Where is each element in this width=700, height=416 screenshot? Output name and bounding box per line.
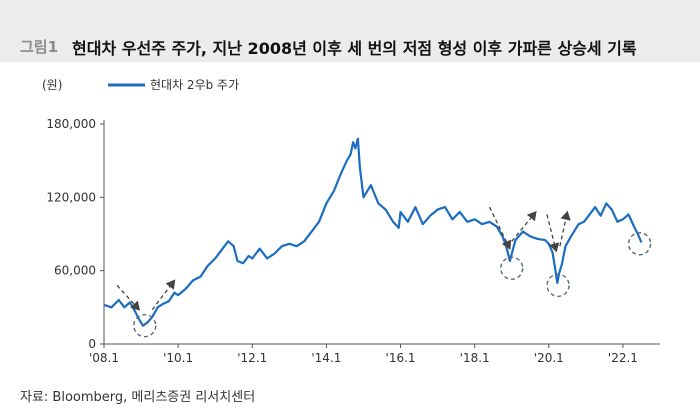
x-tick-label: '08.1 [89,351,119,365]
y-tick-label: 120,000 [46,190,96,204]
trend-arrow [488,206,512,250]
x-tick-label: '14.1 [311,351,341,365]
x-tick-label: '18.1 [460,351,490,365]
trend-arrow [116,284,141,311]
y-tick-label: 60,000 [54,264,96,278]
low-point-circle [133,313,157,338]
y-axis-label: (원) [42,78,62,92]
figure-title: 현대차 우선주 주가, 지난 2008년 이후 세 번의 저점 형성 이후 가파… [72,39,637,58]
legend: 현대차 2우b 주가 [108,78,239,92]
figure-header: 그림1 현대차 우선주 주가, 지난 2008년 이후 세 번의 저점 형성 이… [0,0,700,62]
trend-arrow [546,214,560,253]
source-note: 자료: Bloomberg, 메리츠증권 리서치센터 [20,390,256,405]
trend-arrow [151,279,176,311]
x-tick-label: '16.1 [386,351,416,365]
legend-label: 현대차 2우b 주가 [150,78,239,92]
x-tick-label: '22.1 [608,351,638,365]
low-point-circle [500,256,524,280]
figure-number: 그림1 [20,38,59,56]
trend-arrow [511,210,537,242]
price-line-chart: (원) 현대차 2우b 주가 0 60,000 120,000 180,000 '08.… [42,78,660,365]
x-tick-label: '12.1 [237,351,267,365]
y-tick-label: 0 [88,337,96,351]
low-point-circle [627,232,652,256]
x-tick-label: '20.1 [534,351,564,365]
y-tick-label: 180,000 [46,117,96,131]
x-tick-label: '10.1 [163,351,193,365]
trend-arrow [559,210,571,247]
series-line [103,137,643,327]
